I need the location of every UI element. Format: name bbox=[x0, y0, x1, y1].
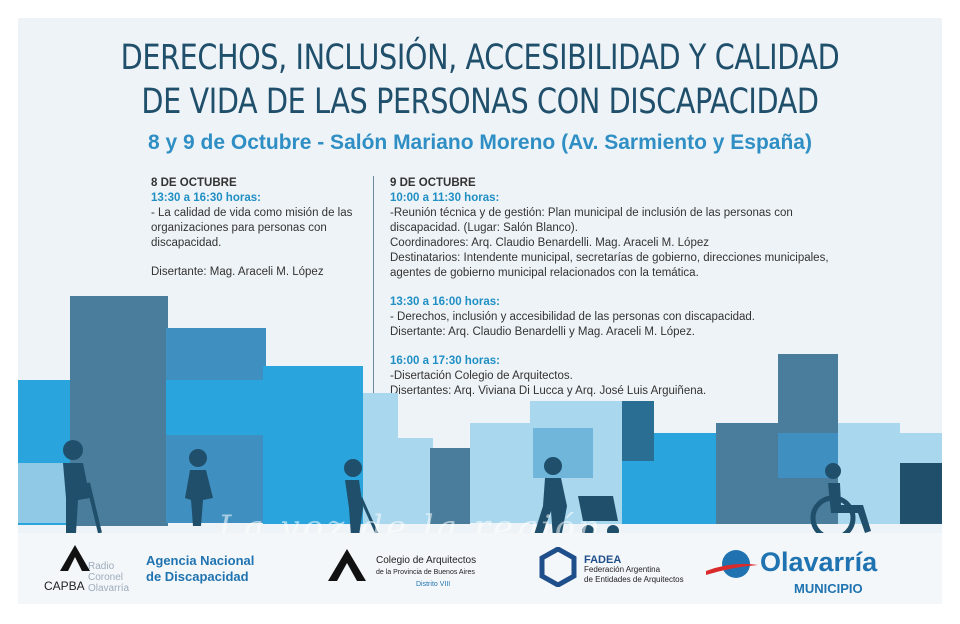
radio-line-2: Coronel bbox=[88, 572, 124, 583]
day1-line-3: discapacidad. bbox=[151, 237, 222, 249]
day2-block3-time: 16:00 a 17:30 horas: bbox=[390, 355, 500, 367]
colegio-line-2: de la Provincia de Buenos Aires bbox=[376, 569, 475, 576]
building-block bbox=[716, 423, 778, 524]
day2-block1-line-5: agentes de gobierno municipal relacionad… bbox=[390, 267, 699, 279]
agencia-line-1: Agencia Nacional bbox=[146, 553, 255, 568]
building-block bbox=[533, 428, 593, 478]
event-poster: DERECHOS, INCLUSIÓN, ACCESIBILIDAD Y CAL… bbox=[18, 18, 942, 604]
day1-time: 13:30 a 16:30 horas: bbox=[151, 192, 261, 204]
sponsor-logos: CAPBA Agencia Nacional de Discapacidad C… bbox=[18, 533, 942, 604]
day2-block1-line-1: -Reunión técnica y de gestión: Plan muni… bbox=[390, 207, 793, 219]
wheelchair-user-icon bbox=[810, 463, 871, 541]
colegio-line-3: Distrito VIII bbox=[416, 581, 451, 588]
building-block bbox=[654, 433, 716, 461]
title-line-2: DE VIDA DE LAS PERSONAS CON DISCAPACIDAD bbox=[141, 82, 819, 122]
municipio-label: MUNICIPIO bbox=[794, 581, 863, 596]
day2-schedule: 9 DE OCTUBRE 10:00 a 11:30 horas: -Reuni… bbox=[390, 176, 830, 399]
day2-heading: 9 DE OCTUBRE bbox=[390, 177, 476, 189]
blind-person-icon bbox=[344, 459, 380, 537]
day2-block1-time: 10:00 a 11:30 horas: bbox=[390, 192, 500, 204]
event-date-venue: 8 y 9 de Octubre - Salón Mariano Moreno … bbox=[148, 131, 812, 154]
fadea-line-1: FADEA bbox=[584, 554, 622, 566]
capba-label: CAPBA bbox=[44, 579, 85, 593]
column-divider bbox=[373, 176, 374, 396]
building-block bbox=[622, 401, 654, 461]
agencia-line-2: de Discapacidad bbox=[146, 569, 249, 584]
cityscape-illustration bbox=[18, 288, 942, 541]
fadea-line-2: Federación Argentina bbox=[584, 565, 661, 574]
building-block bbox=[166, 380, 266, 435]
agencia-logo: Agencia Nacional de Discapacidad bbox=[146, 553, 254, 585]
colegio-logo: Colegio de Arquitectos de la Provincia d… bbox=[376, 555, 476, 591]
building-block bbox=[430, 448, 470, 524]
day2-block3-line-1: -Disertación Colegio de Arquitectos. bbox=[390, 370, 573, 382]
radio-watermark-logo: Radio Coronel Olavarría bbox=[88, 561, 129, 594]
colegio-logo-icon bbox=[328, 549, 366, 581]
building-block bbox=[263, 366, 363, 524]
day2-block2-line-2: Disertante: Arq. Claudio Benardelli y Ma… bbox=[390, 326, 695, 338]
building-block bbox=[363, 438, 433, 524]
person-with-cane-icon bbox=[63, 440, 102, 534]
building-block bbox=[900, 433, 942, 463]
day2-block3-line-2: Disertantes: Arq. Viviana Di Lucca y Arq… bbox=[390, 385, 707, 397]
olavarria-wordmark: Olavarría bbox=[760, 547, 878, 577]
day1-heading: 8 DE OCTUBRE bbox=[151, 177, 237, 189]
fadea-logo-icon bbox=[539, 547, 577, 587]
day1-speaker: Disertante: Mag. Araceli M. López bbox=[151, 266, 324, 278]
radio-line-1: Radio bbox=[88, 561, 115, 572]
pregnant-woman-icon bbox=[185, 449, 213, 526]
day1-line-2: organizaciones para personas con bbox=[151, 222, 327, 234]
fadea-line-3: de Entidades de Arquitectos bbox=[584, 575, 684, 584]
colegio-line-1: Colegio de Arquitectos bbox=[376, 555, 477, 566]
capba-logo-icon bbox=[60, 545, 90, 571]
olavarria-logo-icon bbox=[706, 550, 758, 578]
building-block bbox=[470, 423, 530, 523]
day2-block2-line-1: - Derechos, inclusión y accesibilidad de… bbox=[390, 311, 756, 323]
day1-line-1: - La calidad de vida como misión de las bbox=[151, 207, 353, 219]
day1-schedule: 8 DE OCTUBRE 13:30 a 16:30 horas: - La c… bbox=[151, 176, 356, 280]
day2-block1-line-2: discapacidad. (Lugar: Salón Blanco). bbox=[390, 222, 578, 234]
day2-block1-line-3: Coordinadores: Arq. Claudio Benardelli. … bbox=[390, 237, 709, 249]
building-block bbox=[363, 393, 398, 438]
day2-block1-line-4: Destinatarios: Intendente municipal, sec… bbox=[390, 252, 829, 264]
title-line-1: DERECHOS, INCLUSIÓN, ACCESIBILIDAD Y CAL… bbox=[120, 38, 840, 78]
poster-title: DERECHOS, INCLUSIÓN, ACCESIBILIDAD Y CAL… bbox=[101, 36, 859, 124]
radio-line-3: Olavarría bbox=[88, 583, 130, 594]
day2-block2-time: 13:30 a 16:00 horas: bbox=[390, 296, 500, 308]
building-block bbox=[900, 463, 942, 524]
building-block bbox=[622, 461, 717, 524]
fadea-logo: FADEA Federación Argentina de Entidades … bbox=[584, 555, 684, 585]
